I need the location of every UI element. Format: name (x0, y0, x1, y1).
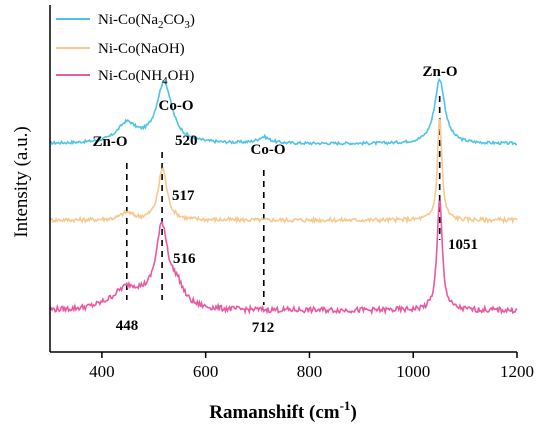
series-line (49, 199, 518, 316)
marker-label-zno-1051: Zn-O (422, 64, 457, 80)
bottom-label-448: 448 (116, 318, 139, 334)
x-ticks: 400 600 800 1000 1200 (89, 352, 534, 381)
x-tick-label: 400 (89, 362, 115, 381)
legend-label-naoh: Ni-Co(NaOH) (98, 41, 185, 57)
legend-label-na2co3: Ni-Co(Na2CO3) (98, 12, 195, 31)
x-tick-label: 1000 (396, 362, 430, 381)
x-axis-title: Ramanshift (cm-1) (209, 398, 357, 423)
x-tick-label: 600 (193, 362, 219, 381)
legend-label-nh4oh: Ni-Co(NH4OH) (98, 68, 194, 87)
peak-label-516: 516 (173, 251, 196, 267)
marker-label-zno-448: Zn-O (92, 134, 127, 150)
bottom-label-712: 712 (252, 320, 275, 336)
marker-label-coo-516: Co-O (159, 98, 194, 114)
peak-label-520: 520 (175, 133, 198, 149)
series-line (49, 77, 518, 146)
y-axis-title: Intensity (a.u.) (11, 126, 32, 237)
peak-label-517: 517 (172, 188, 195, 204)
marker-label-coo-712: Co-O (251, 142, 286, 158)
legend: Ni-Co(Na2CO3) Ni-Co(NaOH) Ni-Co(NH4OH) (56, 12, 195, 87)
series-line (49, 117, 518, 225)
x-tick-label: 1200 (500, 362, 534, 381)
peak-label-1051: 1051 (448, 237, 478, 253)
annotations: Zn-O Co-O Co-O Zn-O 520 517 516 1051 448… (92, 64, 478, 336)
plot-area (49, 77, 518, 316)
x-tick-label: 800 (297, 362, 323, 381)
